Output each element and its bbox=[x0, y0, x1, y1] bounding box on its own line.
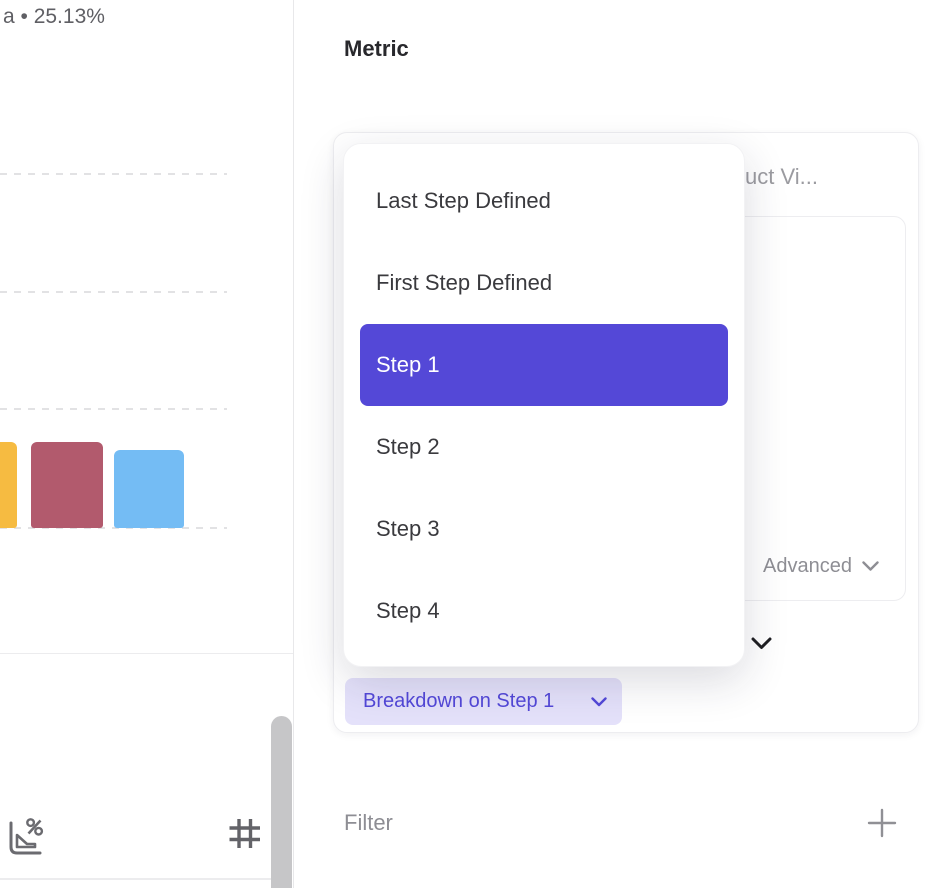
chevron-down-icon bbox=[591, 696, 607, 707]
metric-editor-panel: Metric uct Vi... Advanced bbox=[294, 0, 952, 888]
bar-yellow[interactable] bbox=[0, 442, 17, 528]
bottom-divider bbox=[0, 878, 272, 880]
breakdown-on-step-button[interactable]: Breakdown on Step 1 bbox=[345, 678, 622, 725]
breakdown-button-label: Breakdown on Step 1 bbox=[363, 690, 555, 712]
bar-maroon[interactable] bbox=[31, 442, 103, 528]
step-select-dropdown: Last Step Defined First Step Defined Step … bbox=[343, 143, 745, 667]
dropdown-option-step-3[interactable]: Step 3 bbox=[376, 516, 440, 541]
dropdown-option-step-1[interactable]: Step 1 bbox=[360, 324, 728, 406]
funnel-percent-chart-icon[interactable] bbox=[7, 817, 45, 859]
add-filter-button[interactable] bbox=[867, 808, 897, 838]
filter-label: Filter bbox=[344, 810, 393, 835]
dropdown-option-step-2[interactable]: Step 2 bbox=[376, 434, 440, 459]
chart-gridline bbox=[0, 527, 227, 529]
scrollbar-thumb[interactable] bbox=[271, 716, 292, 888]
hash-icon[interactable] bbox=[226, 813, 262, 853]
collapse-chevron-down-icon[interactable] bbox=[751, 637, 772, 651]
chart-gridline bbox=[0, 173, 227, 175]
dropdown-option-step-4[interactable]: Step 4 bbox=[376, 598, 440, 623]
advanced-label: Advanced bbox=[763, 555, 852, 577]
chart-toolbar bbox=[0, 806, 272, 866]
chart-gridline bbox=[0, 408, 227, 410]
chart-panel: a • 25.13% bbox=[0, 0, 293, 888]
chart-gridline bbox=[0, 291, 227, 293]
dropdown-option-last-step-defined[interactable]: Last Step Defined bbox=[376, 188, 551, 213]
panel-divider-vertical bbox=[293, 0, 294, 888]
event-name-truncated[interactable]: uct Vi... bbox=[745, 164, 818, 189]
advanced-toggle[interactable]: Advanced bbox=[763, 555, 879, 578]
metric-section-title: Metric bbox=[344, 36, 409, 61]
breakdown-legend: a • 25.13% bbox=[3, 5, 105, 28]
chevron-down-icon bbox=[862, 561, 879, 572]
filter-section: Filter bbox=[344, 806, 897, 840]
bar-blue[interactable] bbox=[114, 450, 184, 528]
panel-divider-horizontal bbox=[0, 653, 293, 654]
dropdown-option-first-step-defined[interactable]: First Step Defined bbox=[376, 270, 553, 295]
